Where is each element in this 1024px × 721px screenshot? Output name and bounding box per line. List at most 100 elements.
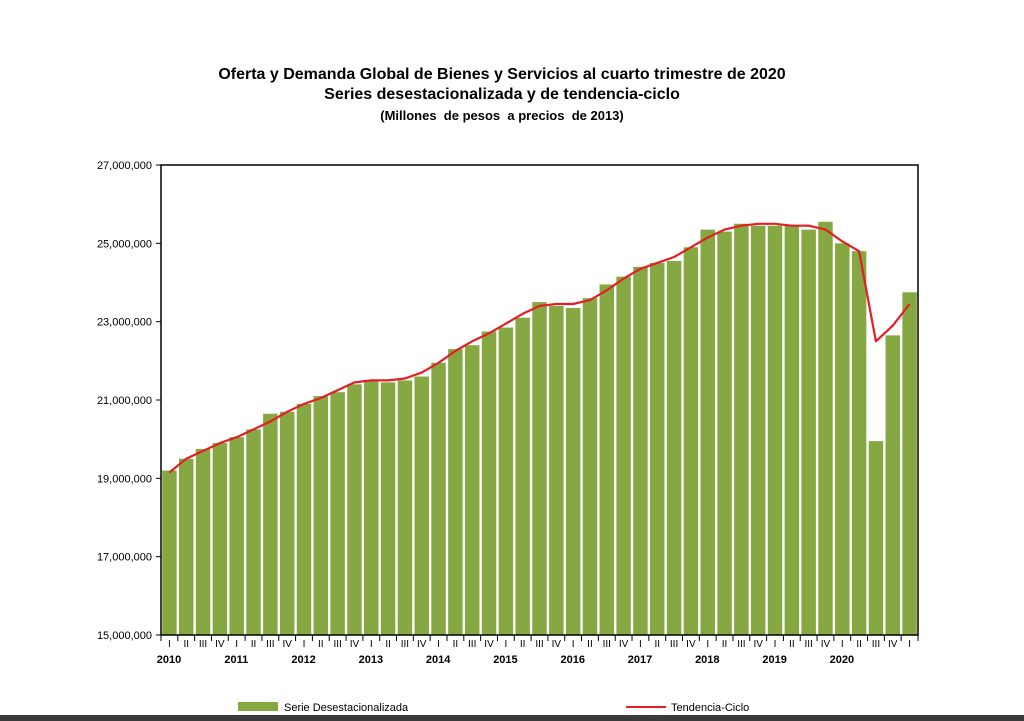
y-axis-tick-label: 15,000,000 — [97, 630, 152, 642]
x-axis-quarter-label: I — [504, 639, 507, 650]
x-axis-quarter-label: IV — [619, 639, 629, 650]
x-axis-quarter-label: II — [183, 639, 189, 650]
x-axis-quarter-label: I — [168, 639, 171, 650]
x-axis-quarter-label: II — [722, 639, 728, 650]
bar — [263, 413, 278, 635]
x-axis-year-label: 2010 — [157, 654, 181, 666]
bar — [464, 345, 480, 635]
x-axis-quarter-label: I — [370, 639, 373, 650]
bar — [515, 317, 530, 635]
bar — [178, 458, 194, 635]
x-axis-year-label: 2020 — [830, 654, 854, 666]
legend-swatch-bar — [238, 702, 278, 711]
y-axis-tick-label: 27,000,000 — [97, 160, 152, 172]
x-axis-quarter-label: III — [401, 639, 409, 650]
x-axis-quarter-label: III — [333, 639, 341, 650]
plot-frame — [160, 164, 919, 636]
x-axis-quarter-label: I — [706, 639, 709, 650]
x-axis-quarter-label: I — [235, 639, 238, 650]
x-axis-quarter-label: II — [587, 639, 593, 650]
bar — [229, 437, 244, 635]
x-axis-year-label: 2011 — [224, 654, 248, 666]
bar — [565, 307, 581, 635]
bar — [481, 331, 497, 635]
x-axis-quarter-label: IV — [484, 639, 494, 650]
bar — [431, 362, 446, 635]
x-axis-quarter-label: IV — [821, 639, 831, 650]
bar — [532, 302, 547, 635]
bar — [296, 403, 312, 635]
bar — [885, 335, 901, 635]
bar — [364, 380, 379, 635]
bar — [683, 247, 699, 635]
bar — [835, 243, 850, 636]
x-axis-year-label: 2013 — [359, 654, 383, 666]
bar — [414, 376, 429, 635]
x-axis-quarter-label: II — [318, 639, 324, 650]
bar — [380, 382, 396, 635]
y-axis-tick-label: 19,000,000 — [97, 473, 152, 485]
bar — [397, 380, 413, 635]
bar — [767, 225, 783, 636]
bar — [801, 229, 816, 635]
x-axis-quarter-label: III — [670, 639, 678, 650]
bar-series — [162, 221, 917, 636]
x-axis-quarter-label: III — [804, 639, 812, 650]
x-axis-quarter-label: IV — [282, 639, 292, 650]
x-axis-quarter-label: IV — [417, 639, 427, 650]
x-axis-quarter-label: I — [908, 639, 911, 650]
bar — [498, 327, 514, 635]
x-axis-quarter-label: III — [199, 639, 207, 650]
bar — [717, 231, 732, 636]
x-axis-year-label: 2015 — [493, 654, 517, 666]
bar — [868, 441, 884, 635]
legend-label-bar: Serie Desestacionalizada — [284, 702, 409, 714]
x-axis-quarter-ticks — [160, 635, 919, 641]
x-axis-quarter-label: III — [535, 639, 543, 650]
bar — [650, 262, 665, 635]
bar — [246, 429, 261, 635]
x-axis-quarter-label: III — [737, 639, 745, 650]
bar — [750, 225, 766, 636]
chart-subtitle: Series desestacionalizada y de tendencia… — [324, 86, 680, 103]
bar — [851, 251, 867, 635]
chart-title: Oferta y Demanda Global de Bienes y Serv… — [218, 66, 785, 83]
x-axis-quarter-label: I — [303, 639, 306, 650]
bar — [700, 229, 715, 635]
x-axis-quarter-label: I — [774, 639, 777, 650]
x-axis-quarter-label: I — [841, 639, 844, 650]
x-axis-year-labels: 2010 2011 2012 2013 2014 2015 2016 2017 2018 2019… — [157, 654, 854, 666]
bar — [734, 223, 749, 635]
x-axis-quarter-label: II — [520, 639, 526, 650]
x-axis-quarter-label: II — [654, 639, 660, 650]
y-axis-tick-label: 25,000,000 — [97, 238, 152, 250]
window-bottom-edge — [0, 715, 1024, 721]
y-axis-ticks — [156, 164, 161, 636]
bar — [818, 221, 833, 635]
bar — [448, 349, 463, 635]
bar — [347, 384, 362, 635]
x-axis-quarter-label: IV — [686, 639, 696, 650]
x-axis-quarter-labels: I II III IV I II III IV I II III IV I II III IV I II III IV… — [168, 639, 911, 650]
x-axis-quarter-label: I — [572, 639, 575, 650]
x-axis-quarter-label: II — [385, 639, 391, 650]
x-axis-year-label: 2019 — [762, 654, 786, 666]
x-axis-quarter-label: III — [872, 639, 880, 650]
bar — [633, 266, 648, 635]
x-axis-quarter-label: III — [468, 639, 476, 650]
x-axis-year-label: 2017 — [628, 654, 652, 666]
x-axis-quarter-label: II — [789, 639, 795, 650]
bar — [330, 392, 345, 635]
bar — [666, 260, 682, 635]
y-axis-tick-label: 21,000,000 — [97, 395, 152, 407]
bar — [313, 396, 329, 635]
bar — [549, 306, 564, 635]
x-axis-quarter-label: IV — [888, 639, 898, 650]
x-axis-quarter-label: IV — [552, 639, 562, 650]
x-axis-quarter-label: IV — [215, 639, 225, 650]
bar — [212, 443, 228, 635]
trend-line — [168, 222, 911, 474]
legend: Serie Desestacionalizada Tendencia-Ciclo — [238, 702, 749, 714]
bar — [279, 411, 295, 635]
